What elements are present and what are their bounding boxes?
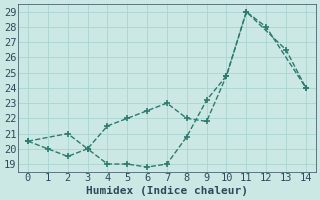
X-axis label: Humidex (Indice chaleur): Humidex (Indice chaleur) xyxy=(86,186,248,196)
